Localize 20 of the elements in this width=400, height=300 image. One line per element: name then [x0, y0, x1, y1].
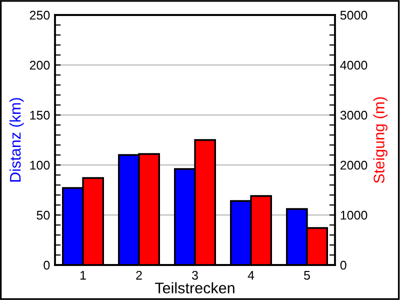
y2-tick-label: 1000 [340, 210, 368, 220]
y-tick-label: 0 [44, 260, 50, 270]
y2-tick-label: 4000 [340, 60, 368, 70]
y-tick-label: 200 [30, 60, 50, 70]
x-tick-label: 1 [80, 271, 86, 280]
y-tick-label: 50 [36, 210, 50, 220]
x-tick-label: 4 [248, 271, 254, 280]
x-axis-title: Teilstrecken [155, 282, 234, 294]
x-tick-label: 3 [192, 270, 198, 280]
y2-axis-title: Steigung (m) [373, 97, 388, 184]
x-tick-label: 5 [304, 271, 310, 280]
y-tick-label: 100 [30, 160, 50, 170]
x-tick-label: 2 [136, 270, 142, 280]
y2-tick-label: 3000 [340, 110, 368, 120]
y-tick-label: 150 [30, 110, 50, 120]
y-axis-title: Distanz (km) [9, 98, 24, 182]
y-tick-label: 250 [30, 10, 50, 20]
y2-tick-label: 0 [340, 260, 346, 270]
y2-tick-label: 2000 [340, 160, 368, 170]
y2-tick-label: 5000 [340, 10, 368, 20]
